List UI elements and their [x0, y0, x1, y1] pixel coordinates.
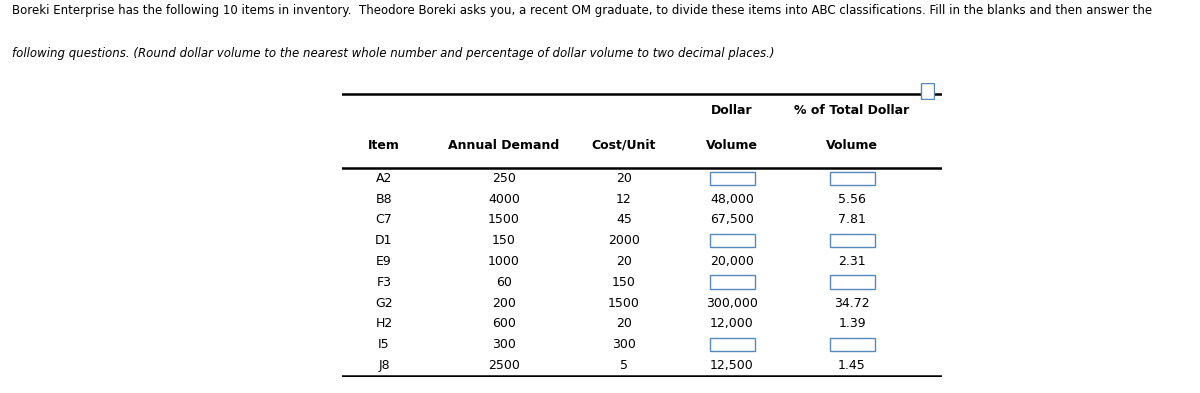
- Text: 60: 60: [496, 276, 512, 289]
- FancyBboxPatch shape: [829, 338, 875, 351]
- Text: Cost/Unit: Cost/Unit: [592, 139, 656, 152]
- Text: Annual Demand: Annual Demand: [449, 139, 559, 152]
- FancyBboxPatch shape: [709, 338, 755, 351]
- Text: 67,500: 67,500: [710, 213, 754, 226]
- Text: 20: 20: [616, 172, 632, 185]
- FancyBboxPatch shape: [829, 171, 875, 185]
- Text: 1500: 1500: [608, 297, 640, 310]
- Text: 7.81: 7.81: [838, 213, 866, 226]
- Text: 12,000: 12,000: [710, 317, 754, 331]
- Text: 48,000: 48,000: [710, 193, 754, 206]
- Text: 34.72: 34.72: [834, 297, 870, 310]
- Text: 300: 300: [492, 338, 516, 351]
- Text: Dollar: Dollar: [712, 104, 752, 117]
- Text: Volume: Volume: [826, 139, 878, 152]
- Text: 2.31: 2.31: [838, 255, 866, 268]
- Text: 2500: 2500: [488, 359, 520, 372]
- Text: B8: B8: [376, 193, 392, 206]
- Text: 12: 12: [616, 193, 632, 206]
- Text: 1500: 1500: [488, 213, 520, 226]
- Text: A2: A2: [376, 172, 392, 185]
- Text: 150: 150: [492, 234, 516, 247]
- Text: following questions. (Round dollar volume to the nearest whole number and percen: following questions. (Round dollar volum…: [12, 47, 774, 60]
- Text: Volume: Volume: [706, 139, 758, 152]
- Text: E9: E9: [376, 255, 392, 268]
- Text: F3: F3: [377, 276, 391, 289]
- Text: 5: 5: [620, 359, 628, 372]
- Text: 20,000: 20,000: [710, 255, 754, 268]
- FancyBboxPatch shape: [922, 83, 934, 99]
- Text: 20: 20: [616, 255, 632, 268]
- FancyBboxPatch shape: [829, 234, 875, 248]
- FancyBboxPatch shape: [709, 275, 755, 289]
- Text: 20: 20: [616, 317, 632, 331]
- FancyBboxPatch shape: [709, 234, 755, 248]
- Text: Boreki Enterprise has the following 10 items in inventory.  Theodore Boreki asks: Boreki Enterprise has the following 10 i…: [12, 4, 1152, 17]
- Text: H2: H2: [376, 317, 392, 331]
- Text: Item: Item: [368, 139, 400, 152]
- Text: 1000: 1000: [488, 255, 520, 268]
- Text: 150: 150: [612, 276, 636, 289]
- Text: 4000: 4000: [488, 193, 520, 206]
- Text: 600: 600: [492, 317, 516, 331]
- Text: C7: C7: [376, 213, 392, 226]
- Text: J8: J8: [378, 359, 390, 372]
- FancyBboxPatch shape: [709, 171, 755, 185]
- Text: 1.45: 1.45: [838, 359, 866, 372]
- Text: 12,500: 12,500: [710, 359, 754, 372]
- Text: % of Total Dollar: % of Total Dollar: [794, 104, 910, 117]
- Text: 300: 300: [612, 338, 636, 351]
- Text: 300,000: 300,000: [706, 297, 758, 310]
- Text: I5: I5: [378, 338, 390, 351]
- Text: 2000: 2000: [608, 234, 640, 247]
- Text: 1.39: 1.39: [838, 317, 866, 331]
- Text: 45: 45: [616, 213, 632, 226]
- Text: 200: 200: [492, 297, 516, 310]
- FancyBboxPatch shape: [829, 275, 875, 289]
- Text: D1: D1: [376, 234, 392, 247]
- Text: 5.56: 5.56: [838, 193, 866, 206]
- Text: G2: G2: [376, 297, 392, 310]
- Text: 250: 250: [492, 172, 516, 185]
